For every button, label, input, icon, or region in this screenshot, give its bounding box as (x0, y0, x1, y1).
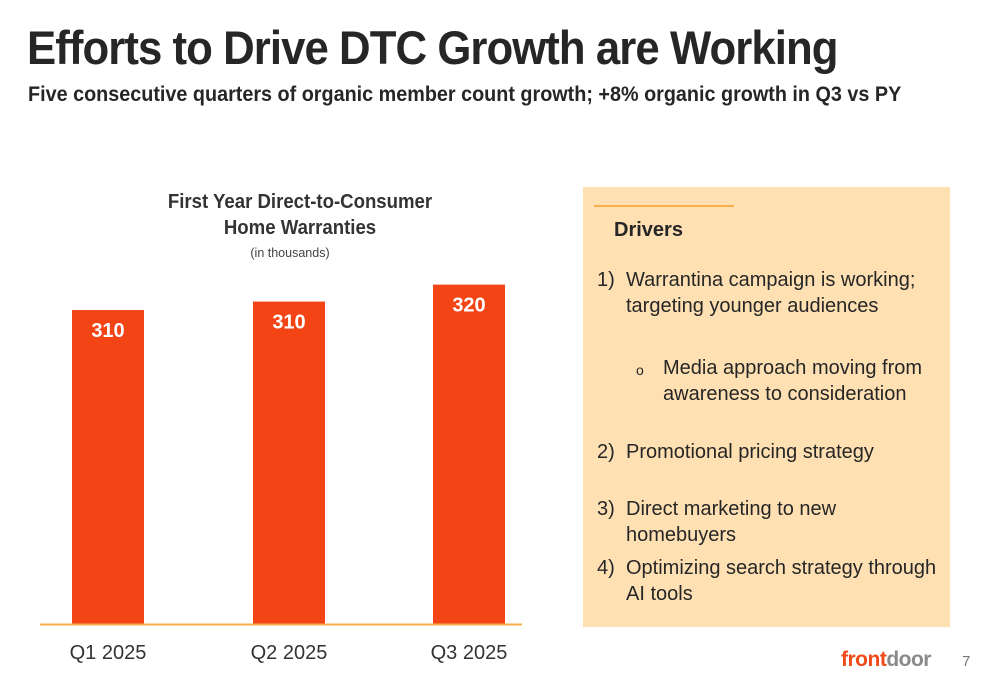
slide-title: Efforts to Drive DTC Growth are Working (27, 21, 838, 74)
bar-data-label: 310 (272, 312, 305, 334)
x-tick-label: Q2 2025 (251, 642, 328, 664)
slide-subtitle: Five consecutive quarters of organic mem… (28, 82, 902, 106)
driver-text: Warrantina campaign is working; targetin… (626, 269, 916, 317)
driver-text: Promotional pricing strategy (626, 441, 874, 463)
logo-front: front (841, 648, 887, 671)
panel-accent-rule (594, 205, 734, 207)
driver-text: Direct marketing to new homebuyers (626, 498, 837, 546)
chart-unit-subtitle: (in thousands) (250, 246, 330, 260)
frontdoor-logo: frontdoor (841, 648, 931, 672)
chart-title-line-2: Home Warranties (223, 217, 377, 239)
bar-chart: 310 Q1 2025 310 Q2 2025 320 Q3 2025 (40, 284, 522, 664)
bar-q2-2025 (253, 301, 325, 624)
logo-door: door (886, 648, 931, 671)
driver-number: 2) (597, 441, 615, 463)
x-tick-label: Q1 2025 (70, 642, 147, 664)
page-number: 7 (962, 653, 971, 670)
drivers-heading: Drivers (614, 219, 683, 241)
x-tick-label: Q3 2025 (431, 642, 508, 664)
hollow-bullet-icon: o (636, 362, 644, 378)
chart-title-line-1: First Year Direct-to-Consumer (167, 191, 433, 213)
driver-text: Optimizing search strategy through AI to… (626, 557, 937, 605)
chart-title: First Year Direct-to-Consumer Home Warra… (114, 189, 486, 241)
bar-data-label: 310 (91, 320, 124, 342)
driver-number: 4) (597, 557, 615, 579)
driver-number: 3) (597, 498, 615, 520)
drivers-panel: Drivers 1) Warrantina campaign is workin… (583, 187, 950, 627)
bar-q3-2025 (433, 284, 505, 624)
driver-number: 1) (597, 269, 615, 291)
bar-q1-2025 (72, 310, 144, 624)
driver-subitem-text: Media approach moving from awareness to … (663, 357, 923, 405)
bar-data-label: 320 (452, 295, 485, 317)
